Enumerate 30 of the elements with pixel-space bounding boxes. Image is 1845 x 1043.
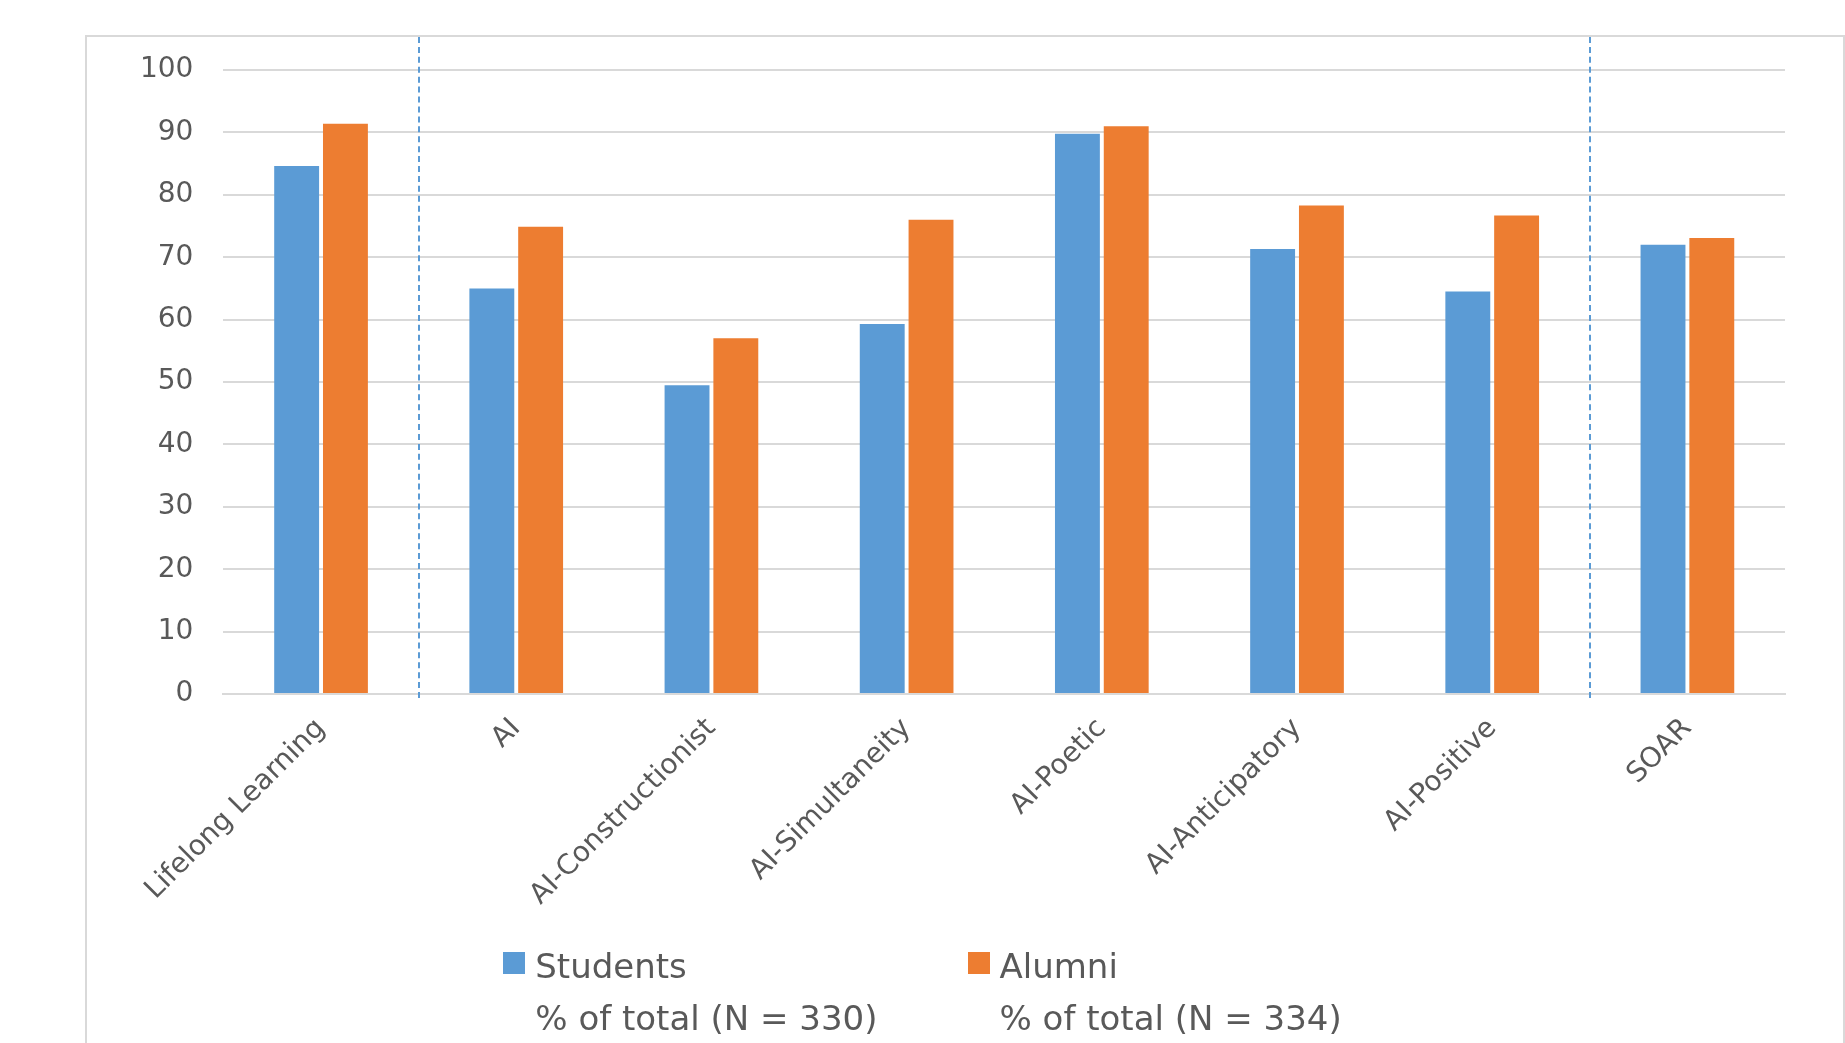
legend-label: Students % of total (N = 330) [535, 945, 878, 1040]
y-tick-label: 80 [157, 176, 194, 210]
bar [664, 385, 710, 694]
y-tick-label: 10 [157, 612, 194, 646]
y-tick-label: 20 [157, 550, 194, 584]
y-tick-label: 40 [157, 425, 194, 459]
legend-label: Alumni % of total (N = 334) [999, 945, 1342, 1040]
y-tick-label: 60 [157, 300, 194, 334]
bar [1445, 291, 1491, 694]
bar [908, 219, 954, 694]
bar [1298, 205, 1344, 694]
bar [274, 166, 320, 694]
x-tick-label: AI [483, 710, 527, 754]
bar [1103, 126, 1149, 694]
bar [859, 324, 905, 694]
bar [1250, 249, 1296, 694]
y-tick-label: 50 [157, 363, 194, 397]
bar [322, 123, 368, 694]
bar [1494, 215, 1540, 694]
y-tick-label: 30 [157, 488, 194, 522]
bar [1640, 244, 1686, 694]
y-tick-label: 90 [157, 113, 194, 147]
y-tick-label: 0 [175, 675, 194, 709]
bar [713, 338, 759, 694]
bar [469, 288, 515, 694]
bar [518, 226, 564, 694]
y-tick-label: 70 [157, 238, 194, 272]
bar [1689, 237, 1735, 694]
bar [1054, 133, 1100, 694]
y-tick-label: 100 [139, 51, 194, 85]
